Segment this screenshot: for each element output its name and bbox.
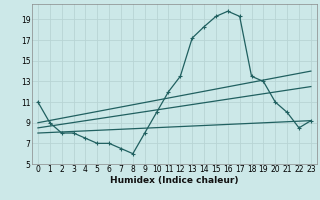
X-axis label: Humidex (Indice chaleur): Humidex (Indice chaleur) bbox=[110, 176, 239, 185]
